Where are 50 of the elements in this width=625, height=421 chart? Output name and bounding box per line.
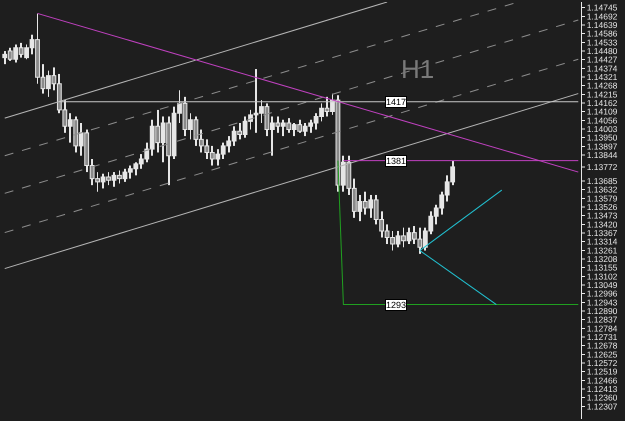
y-tick-label: 1.14692 <box>586 11 618 22</box>
y-tick-label: 1.13473 <box>586 210 618 221</box>
y-tick-label: 1.13632 <box>586 184 618 195</box>
y-tick-label: 1.13367 <box>586 228 618 238</box>
y-tick-label: 1.12519 <box>586 366 618 377</box>
y-tick-label: 1.12466 <box>586 375 618 386</box>
y-tick-label: 1.14745 <box>586 2 618 13</box>
y-tick-label: 1.13579 <box>586 193 618 204</box>
y-tick-label: 1.13102 <box>586 271 618 282</box>
y-tick-label: 1.14268 <box>586 80 618 91</box>
y-tick-label: 1.13772 <box>586 162 618 172</box>
y-tick-label: 1.12360 <box>586 392 618 403</box>
y-tick-label: 1.13950 <box>586 132 618 143</box>
y-tick-label: 1.12784 <box>586 323 618 334</box>
y-tick-label: 1.13420 <box>586 219 618 230</box>
y-tick-label: 1.14215 <box>586 89 618 100</box>
y-tick-label: 1.13897 <box>586 141 618 152</box>
y-tick-label: 1.13049 <box>586 280 618 290</box>
y-tick-label: 1.14480 <box>586 46 618 56</box>
y-tick-label: 1.14639 <box>586 20 618 30</box>
y-tick-label: 1.14109 <box>586 106 618 117</box>
y-tick-label: 1.14533 <box>586 37 618 48</box>
y-tick-label: 1.13685 <box>586 176 618 186</box>
y-tick-label: 1.12943 <box>586 297 618 308</box>
y-tick-label: 1.13526 <box>586 202 618 212</box>
y-tick-label: 1.13208 <box>586 254 618 264</box>
y-tick-label: 1.14056 <box>586 115 618 126</box>
y-tick-label: 1.13844 <box>586 150 618 160</box>
y-tick-label: 1.12572 <box>586 358 618 368</box>
annotation: H1 <box>401 54 434 84</box>
y-tick-label: 1.12837 <box>586 314 618 325</box>
y-tick-label: 1.14321 <box>586 72 618 82</box>
y-tick-label: 1.12890 <box>586 306 618 316</box>
y-tick-label: 1.12307 <box>586 401 618 412</box>
y-tick-label: 1.14586 <box>586 28 618 39</box>
y-tick-label: 1.12731 <box>586 332 618 342</box>
y-tick-label: 1.14427 <box>586 54 618 65</box>
y-tick-label: 1.12996 <box>586 288 618 299</box>
y-tick-label: 1.12625 <box>586 349 618 360</box>
y-tick-label: 1.14003 <box>586 124 618 134</box>
y-tick-label: 1.13314 <box>586 236 618 247</box>
y-tick-label: 1.13261 <box>586 245 618 256</box>
annotation: 1381 <box>386 156 406 166</box>
y-tick-label: 1.12413 <box>586 384 618 394</box>
y-tick-label: 1.13155 <box>586 262 618 273</box>
annotation: 1417 <box>386 97 406 107</box>
y-tick-label: 1.14374 <box>586 63 618 74</box>
annotation: 1293 <box>386 300 406 310</box>
y-tick-label: 1.14162 <box>586 98 618 108</box>
y-tick-label: 1.12678 <box>586 340 618 351</box>
